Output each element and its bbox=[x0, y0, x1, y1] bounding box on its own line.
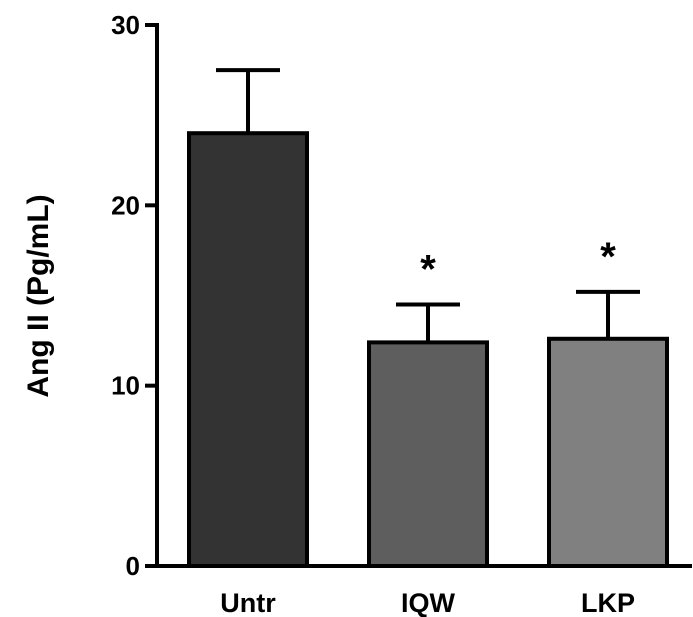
bar-untr bbox=[187, 131, 309, 568]
y-tick-label-10: 10 bbox=[111, 371, 140, 401]
x-tick-label-iqw: IQW bbox=[401, 588, 456, 617]
significance-marker-lkp: * bbox=[600, 235, 616, 279]
y-tick-label-30: 30 bbox=[111, 10, 140, 40]
chart-marks: * * bbox=[187, 68, 669, 568]
x-tick-label-lkp: LKP bbox=[581, 588, 635, 617]
y-axis-ticks: 0 10 20 30 bbox=[111, 10, 157, 581]
bar-lkp bbox=[547, 336, 669, 568]
y-axis-title: Ang II (Pg/mL) bbox=[22, 194, 55, 397]
y-tick-label-20: 20 bbox=[111, 190, 140, 220]
significance-marker-iqw: * bbox=[420, 248, 436, 292]
x-tick-label-untr: Untr bbox=[220, 588, 276, 617]
x-axis-labels: Untr IQW LKP bbox=[220, 588, 635, 617]
y-tick-label-0: 0 bbox=[126, 551, 140, 581]
bar-iqw bbox=[367, 340, 489, 568]
